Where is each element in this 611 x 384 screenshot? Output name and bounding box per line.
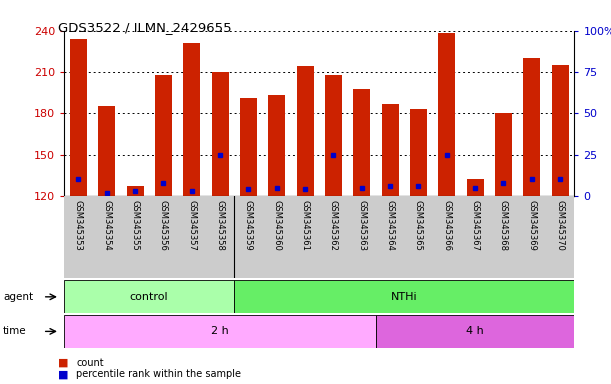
Text: NTHi: NTHi	[391, 291, 417, 302]
Text: GSM345363: GSM345363	[357, 200, 366, 251]
Bar	[183, 43, 200, 196]
Bar	[467, 179, 484, 196]
Bar	[206, 196, 234, 278]
Text: 4 h: 4 h	[466, 326, 484, 336]
Bar	[155, 75, 172, 196]
Bar	[64, 196, 92, 278]
Bar	[70, 39, 87, 196]
Bar	[234, 280, 574, 313]
Text: GSM345367: GSM345367	[470, 200, 480, 251]
Text: GSM345361: GSM345361	[301, 200, 310, 251]
Bar	[126, 186, 144, 196]
Bar	[353, 89, 370, 196]
Bar	[64, 280, 234, 313]
Bar	[552, 65, 569, 196]
Text: GSM345364: GSM345364	[386, 200, 395, 251]
Bar	[92, 196, 121, 278]
Bar	[518, 196, 546, 278]
Bar	[438, 33, 455, 196]
Text: ■: ■	[58, 369, 68, 379]
Text: GSM345356: GSM345356	[159, 200, 168, 251]
Bar	[376, 196, 404, 278]
Bar	[64, 315, 376, 348]
Bar	[461, 196, 489, 278]
Bar	[98, 106, 115, 196]
Text: GSM345369: GSM345369	[527, 200, 536, 251]
Text: GSM345357: GSM345357	[187, 200, 196, 251]
Text: GSM345365: GSM345365	[414, 200, 423, 251]
Bar	[121, 196, 149, 278]
Bar	[523, 58, 540, 196]
Bar	[489, 196, 518, 278]
Text: GSM345358: GSM345358	[216, 200, 225, 251]
Text: GSM345353: GSM345353	[74, 200, 83, 251]
Text: time: time	[3, 326, 27, 336]
Bar	[410, 109, 427, 196]
Text: count: count	[76, 358, 104, 368]
Text: GSM345354: GSM345354	[102, 200, 111, 251]
Bar	[234, 196, 263, 278]
Text: GSM345368: GSM345368	[499, 200, 508, 251]
Bar	[433, 196, 461, 278]
Bar	[149, 196, 178, 278]
Text: GSM345359: GSM345359	[244, 200, 253, 251]
Text: GDS3522 / ILMN_2429655: GDS3522 / ILMN_2429655	[58, 21, 232, 34]
Text: GSM345366: GSM345366	[442, 200, 452, 251]
Bar	[382, 104, 398, 196]
Text: GSM345360: GSM345360	[273, 200, 281, 251]
Text: GSM345355: GSM345355	[131, 200, 139, 251]
Bar	[211, 72, 229, 196]
Text: GSM345362: GSM345362	[329, 200, 338, 251]
Bar	[319, 196, 348, 278]
Bar	[348, 196, 376, 278]
Bar	[291, 196, 319, 278]
Bar	[376, 315, 574, 348]
Bar	[546, 196, 574, 278]
Text: 2 h: 2 h	[211, 326, 229, 336]
Bar	[404, 196, 433, 278]
Text: agent: agent	[3, 292, 33, 302]
Bar	[495, 113, 512, 196]
Bar	[268, 95, 285, 196]
Bar	[240, 98, 257, 196]
Bar	[263, 196, 291, 278]
Text: percentile rank within the sample: percentile rank within the sample	[76, 369, 241, 379]
Bar	[325, 75, 342, 196]
Text: GSM345370: GSM345370	[555, 200, 565, 251]
Text: ■: ■	[58, 358, 68, 368]
Bar	[178, 196, 206, 278]
Bar	[296, 66, 313, 196]
Text: control: control	[130, 291, 169, 302]
